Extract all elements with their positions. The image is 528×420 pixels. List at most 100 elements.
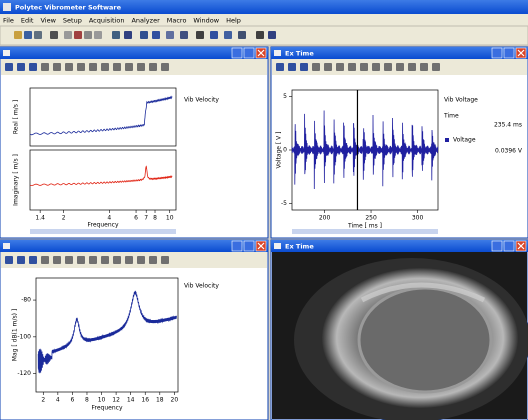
menu-item[interactable]: Macro <box>167 17 187 25</box>
minimize-button[interactable] <box>231 47 243 59</box>
tool-button[interactable] <box>372 63 380 71</box>
tool-button[interactable] <box>396 63 404 71</box>
tool-button[interactable] <box>300 63 308 71</box>
tool-button[interactable] <box>53 63 61 71</box>
tool-button[interactable] <box>94 31 102 39</box>
tool-button[interactable] <box>360 63 368 71</box>
menu-bar <box>0 14 528 26</box>
tool-button[interactable] <box>17 256 25 264</box>
tool-button[interactable] <box>64 31 72 39</box>
tool-button[interactable] <box>5 256 13 264</box>
close-icon <box>517 49 525 57</box>
maximize-button[interactable] <box>243 47 255 59</box>
x-tick-label: 8 <box>85 397 89 404</box>
tool-button[interactable] <box>288 63 296 71</box>
menu-item[interactable]: View <box>40 17 56 25</box>
tool-button[interactable] <box>166 31 174 39</box>
menu-item[interactable]: Edit <box>21 17 34 25</box>
menu-item[interactable]: Window <box>193 17 219 25</box>
tool-button[interactable] <box>312 63 320 71</box>
menu-item[interactable]: Setup <box>63 17 82 25</box>
tool-button[interactable] <box>74 31 82 39</box>
tool-button[interactable] <box>101 256 109 264</box>
tool-button[interactable] <box>29 256 37 264</box>
tool-button[interactable] <box>161 63 169 71</box>
tool-button[interactable] <box>348 63 356 71</box>
tool-button[interactable] <box>180 31 188 39</box>
tool-button[interactable] <box>89 256 97 264</box>
maximize-button[interactable] <box>503 47 515 59</box>
tool-button[interactable] <box>256 31 264 39</box>
tool-button[interactable] <box>276 63 284 71</box>
x-tick-label: 6 <box>134 215 138 222</box>
tool-button[interactable] <box>41 256 49 264</box>
tool-button[interactable] <box>324 63 332 71</box>
tool-button[interactable] <box>420 63 428 71</box>
tool-button[interactable] <box>17 63 25 71</box>
tool-button[interactable] <box>238 31 246 39</box>
tool-button[interactable] <box>65 63 73 71</box>
minimize-button[interactable] <box>491 240 503 252</box>
tool-button[interactable] <box>125 63 133 71</box>
tool-button[interactable] <box>34 31 42 39</box>
tool-button[interactable] <box>5 63 13 71</box>
scrollbar <box>292 229 438 234</box>
pane-header <box>0 240 268 252</box>
x-tick-label: 7 <box>144 215 148 222</box>
tool-button[interactable] <box>268 31 276 39</box>
tool-button[interactable] <box>336 63 344 71</box>
tool-button[interactable] <box>77 63 85 71</box>
trace-name: Vib Velocity <box>184 97 219 104</box>
tool-button[interactable] <box>112 31 120 39</box>
pane-icon <box>274 50 281 56</box>
tool-button[interactable] <box>125 256 133 264</box>
x-tick-label: 250 <box>365 215 377 222</box>
tool-button[interactable] <box>137 63 145 71</box>
tool-button[interactable] <box>196 31 204 39</box>
tool-button[interactable] <box>149 63 157 71</box>
tool-button[interactable] <box>89 63 97 71</box>
tool-button[interactable] <box>149 256 157 264</box>
tool-button[interactable] <box>140 31 148 39</box>
maximize-button[interactable] <box>503 240 515 252</box>
tool-button[interactable] <box>210 31 218 39</box>
tool-button[interactable] <box>53 256 61 264</box>
tool-button[interactable] <box>384 63 392 71</box>
tool-button[interactable] <box>77 256 85 264</box>
video-disc <box>357 286 493 394</box>
tool-button[interactable] <box>24 31 32 39</box>
tool-button[interactable] <box>14 31 22 39</box>
menu-item[interactable]: Analyzer <box>131 17 160 25</box>
x-tick-label: 1.4 <box>35 215 45 222</box>
tool-button[interactable] <box>41 63 49 71</box>
tool-button[interactable] <box>432 63 440 71</box>
pane-header <box>271 240 528 252</box>
tool-button[interactable] <box>101 63 109 71</box>
tool-button[interactable] <box>152 31 160 39</box>
maximize-button[interactable] <box>243 240 255 252</box>
minimize-button[interactable] <box>491 47 503 59</box>
tool-button[interactable] <box>84 31 92 39</box>
pane-header <box>271 47 528 59</box>
tool-button[interactable] <box>124 31 132 39</box>
x-tick-label: 18 <box>156 397 164 404</box>
minimize-button[interactable] <box>231 240 243 252</box>
x-tick-label: 12 <box>112 397 120 404</box>
tool-button[interactable] <box>50 31 58 39</box>
menu-item[interactable]: Help <box>226 17 241 25</box>
x-tick-label: 14 <box>127 397 135 404</box>
tool-button[interactable] <box>113 63 121 71</box>
tool-button[interactable] <box>408 63 416 71</box>
tool-button[interactable] <box>29 63 37 71</box>
pane-icon <box>3 243 10 249</box>
tool-button[interactable] <box>137 256 145 264</box>
tool-button[interactable] <box>113 256 121 264</box>
tool-button[interactable] <box>65 256 73 264</box>
trace-name: Vib Voltage <box>444 97 478 104</box>
tool-button[interactable] <box>224 31 232 39</box>
tool-button[interactable] <box>161 256 169 264</box>
legend-swatch <box>445 138 449 142</box>
menu-item[interactable]: File <box>3 17 14 25</box>
menu-item[interactable]: Acquisition <box>89 17 125 25</box>
